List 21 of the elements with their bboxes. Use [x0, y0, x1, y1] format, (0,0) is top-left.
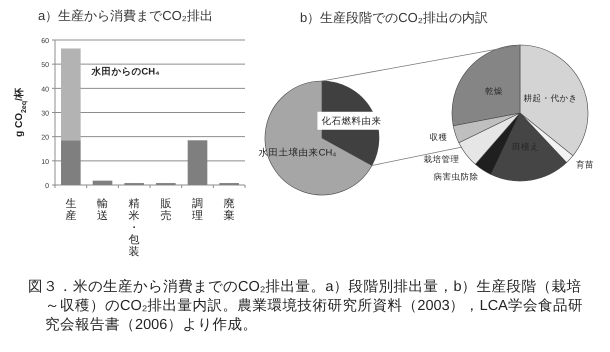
- bar: [92, 180, 112, 185]
- chart-title: b）生産段階でのCO₂排出の内訳: [300, 10, 488, 25]
- x-tick-label: 精米・包装: [128, 198, 140, 258]
- slice-label: 収穫: [430, 132, 448, 142]
- slice-label: 病害虫防除: [433, 172, 478, 182]
- chart-title: a）生産から消費までCO₂排出: [38, 8, 213, 23]
- caption: 図３．米の生産から消費までのCO₂排出量。a）段階別排出量，b）生産段階（栽培～収穫）のCO₂排出量内訳。農業環境技術研究所資料（2003），LCA学会食品研究会報告書（2006）より作成。: [28, 278, 584, 335]
- series-label: 水田からのCH₄: [90, 65, 160, 78]
- x-tick-label: 調理: [192, 197, 203, 222]
- x-tick-label: 販売: [160, 198, 172, 222]
- bar: [61, 140, 81, 185]
- x-tick-label: 廃棄: [224, 197, 235, 222]
- slice-label: 耕起・代かき: [524, 93, 578, 104]
- x-tick-label: 生産: [65, 197, 76, 222]
- bar: [61, 48, 81, 140]
- bar: [188, 140, 208, 185]
- slice-label: 化石燃料由来: [321, 114, 382, 127]
- slice-label: 乾燥: [484, 86, 503, 96]
- slice-label: 育苗: [576, 160, 594, 170]
- slice-label: 栽培管理: [424, 154, 460, 164]
- x-tick-label: 輸送: [97, 198, 108, 222]
